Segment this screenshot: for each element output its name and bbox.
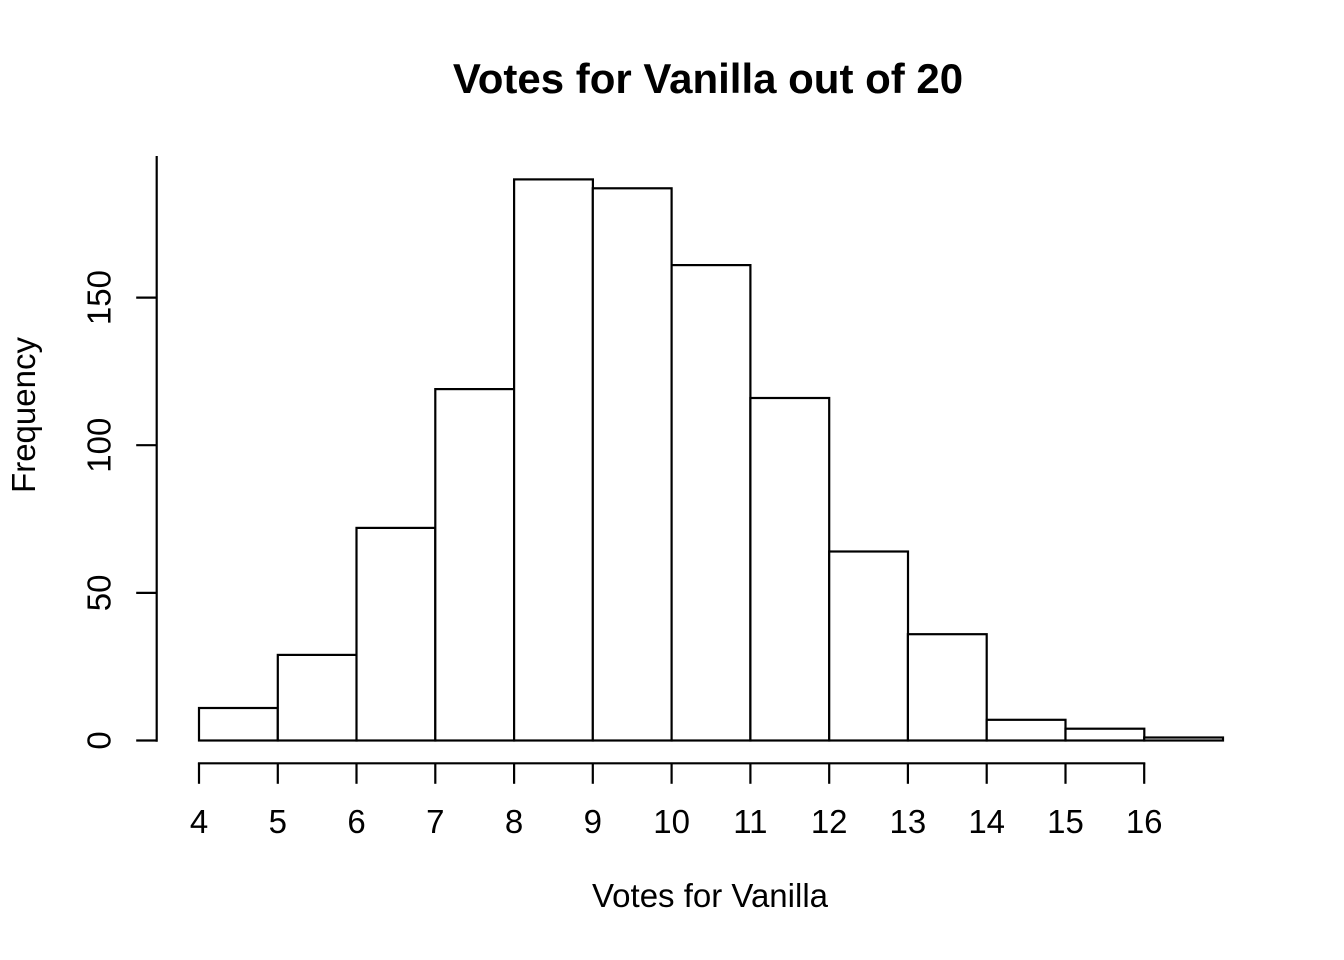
x-tick-label: 13	[890, 803, 927, 840]
histogram-bar	[197, 706, 279, 742]
histogram-bar	[355, 526, 437, 742]
histogram-bar	[1143, 736, 1225, 742]
x-tick-label: 15	[1047, 803, 1084, 840]
histogram-bar	[828, 550, 910, 742]
histogram-bar	[749, 396, 831, 742]
histogram-bar	[906, 633, 988, 742]
x-tick-label: 4	[190, 803, 208, 840]
x-axis-label: Votes for Vanilla	[592, 877, 829, 914]
x-tick-label: 7	[426, 803, 444, 840]
x-tick-label: 12	[811, 803, 848, 840]
histogram-bar	[434, 388, 516, 742]
x-tick-label: 9	[584, 803, 602, 840]
x-tick-label: 11	[733, 803, 767, 840]
histogram-bar	[591, 187, 673, 742]
x-tick-label: 8	[505, 803, 523, 840]
y-tick-label: 100	[81, 418, 118, 473]
histogram-bar	[1064, 727, 1146, 742]
histogram-bar	[276, 653, 358, 742]
axes-group: 0 50 100 150 4 5 6 7 8 9 10 11 12 13 14 15 16	[81, 156, 1163, 840]
y-tick-label: 0	[81, 731, 118, 749]
histogram-bar	[512, 178, 594, 742]
y-tick-label: 150	[81, 270, 118, 325]
bars-group	[197, 178, 1225, 742]
x-tick-label: 10	[653, 803, 690, 840]
x-tick-label: 14	[968, 803, 1005, 840]
y-tick-label: 50	[81, 575, 118, 612]
histogram-bar	[985, 718, 1067, 742]
y-axis-label: Frequency	[5, 337, 42, 493]
chart-title: Votes for Vanilla out of 20	[453, 55, 963, 102]
x-tick-label: 6	[347, 803, 365, 840]
x-tick-label: 16	[1126, 803, 1163, 840]
histogram-bar	[670, 264, 752, 742]
x-tick-label: 5	[269, 803, 287, 840]
